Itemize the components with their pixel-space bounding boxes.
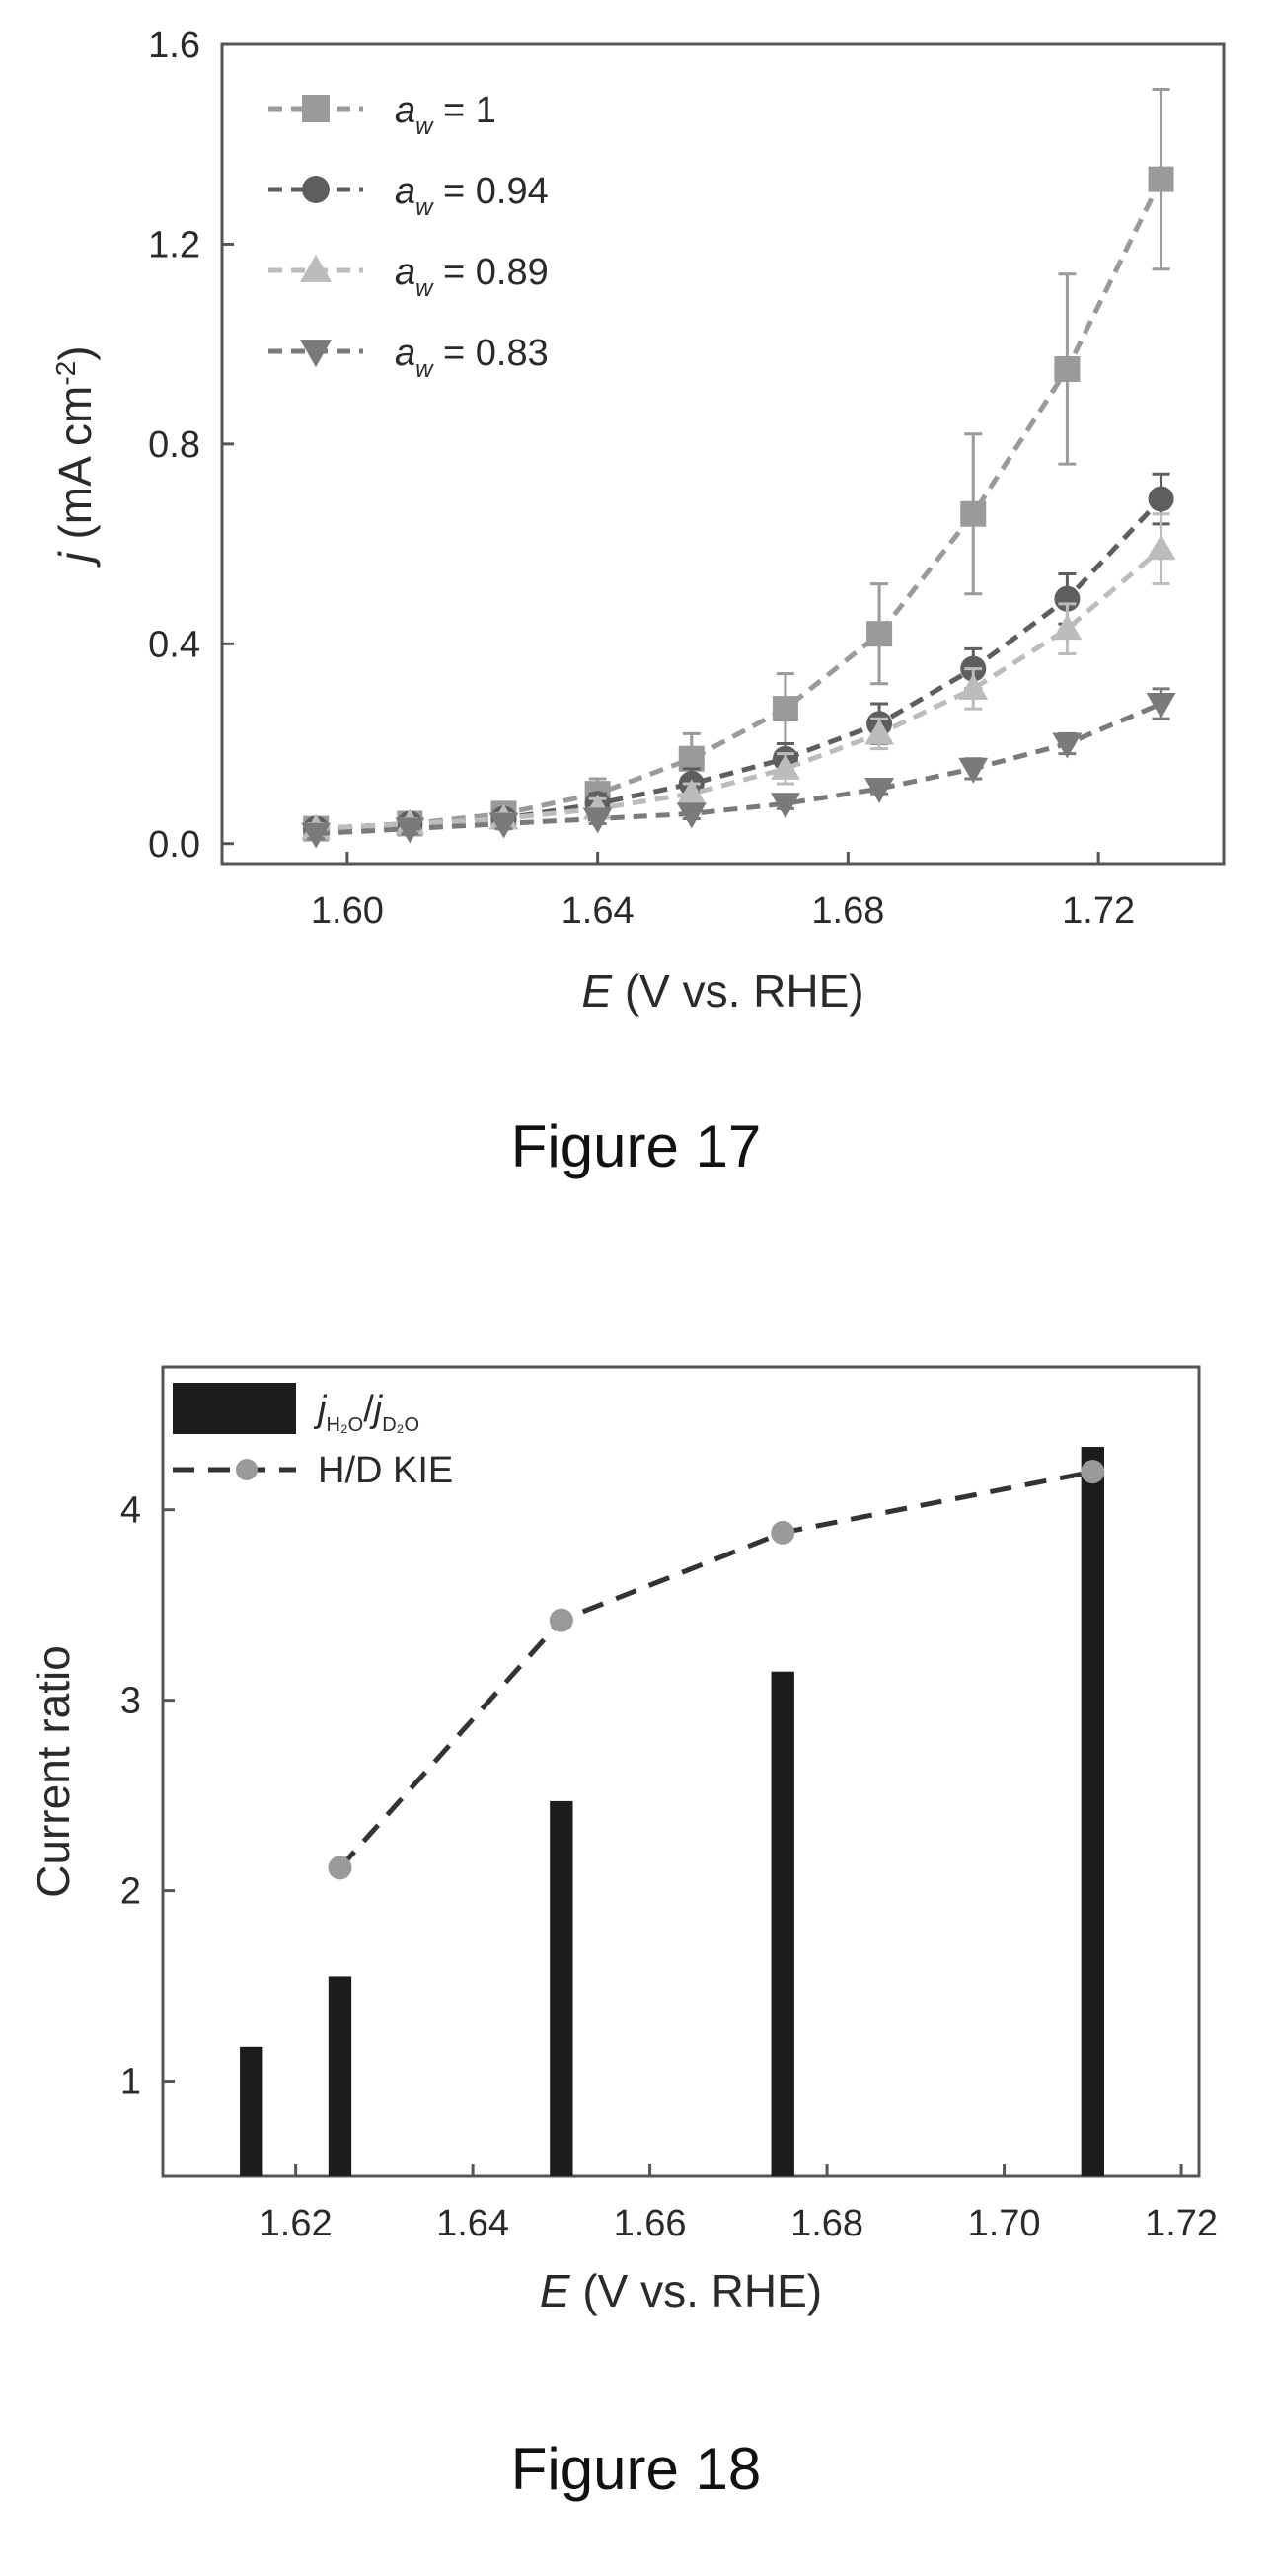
legend-item: aw = 0.83 [268,333,549,383]
series-2 [301,512,1176,840]
series-line [316,178,1163,832]
kie-point [549,1608,573,1632]
legend-item: H/D KIE [173,1450,453,1491]
figure-18-caption: Figure 18 [510,2436,762,2502]
current-ratio-chart: 1 2 3 4 1.62 1.64 1.66 1.68 1.70 1.72 E (V vs. RHE… [28,1365,1218,2316]
x-tick-label: 1.72 [1145,2203,1218,2244]
data-point [488,812,519,839]
x-axis-title: E (V vs. RHE) [581,965,863,1017]
y-tick-label: 0.8 [148,424,200,466]
data-point [958,673,989,700]
x-tick-label: 1.68 [790,2203,863,2244]
legend-item: aw = 0.94 [268,171,549,221]
data-point [1148,486,1174,512]
figure-17: 0.0 0.4 0.8 1.2 1.6 1.60 1.64 1.68 1.72 E (V vs. … [0,0,1272,1283]
legend-label: aw = 0.89 [395,252,549,302]
figure-17-caption: Figure 17 [510,1113,762,1179]
series-line [316,547,1163,832]
legend-item: jH₂O/jD₂O [173,1383,419,1436]
x-tick-label: 1.62 [260,2203,333,2244]
x-tick-label: 1.70 [968,2203,1041,2244]
data-point [1052,614,1083,641]
y-tick-label: 1.2 [148,224,200,265]
data-point [770,793,800,819]
bar-series [240,1447,1104,2176]
x-tick-label: 1.64 [436,2203,509,2244]
plot-frame [161,1365,1201,2178]
data-point [770,753,800,780]
plot-frame [220,42,1226,866]
data-point [960,500,987,527]
data-point [301,822,332,849]
x-tick-label: 1.66 [614,2203,687,2244]
x-tick-label: 1.60 [311,890,384,932]
kie-point [1081,1460,1105,1484]
data-point [1146,534,1176,561]
current-density-chart: 0.0 0.4 0.8 1.2 1.6 1.60 1.64 1.68 1.72 E (V vs. … [49,25,1226,1017]
series-line [316,701,1162,837]
bar [771,1671,794,2176]
y-tick-label: 1.6 [148,25,200,66]
data-point [864,719,895,745]
y-axis-title: Current ratio [28,1645,79,1898]
legend-label: jH₂O/jD₂O [313,1389,419,1436]
data-point [866,621,893,647]
bar [240,2046,263,2176]
data-point [582,807,613,834]
y-axis-title: j (mA cm-2) [49,345,101,568]
data-point [772,696,798,722]
legend-marker [299,254,333,282]
legend-bar-swatch [173,1383,296,1434]
y-tick-label: 0.4 [148,624,200,665]
legend-marker [302,176,330,203]
bar [328,1976,352,2176]
legend-label: aw = 1 [395,90,496,140]
y-tick-label: 0.0 [148,824,200,866]
data-point [676,779,707,805]
legend-item: aw = 1 [268,90,496,140]
data-point [1148,166,1174,192]
kie-point [771,1520,795,1545]
legend-item: aw = 0.89 [268,252,549,302]
x-tick-label: 1.68 [811,890,884,932]
data-point [864,778,895,804]
legend-marker [302,95,330,122]
y-tick-label: 4 [120,1490,141,1532]
data-point [1146,692,1176,719]
x-axis-title: E (V vs. RHE) [540,2265,822,2316]
y-tick-label: 2 [120,1871,141,1913]
y-tick-label: 3 [120,1681,141,1722]
x-tick-label: 1.64 [561,890,635,932]
bar [550,1800,573,2176]
data-point [676,802,707,829]
legend-marker [299,340,333,368]
kie-line [337,1469,1093,1870]
bar [1081,1447,1104,2176]
series-3 [301,687,1176,849]
legend-label: aw = 0.94 [395,171,549,221]
y-tick-label: 1 [120,2062,141,2103]
data-point [1054,355,1081,382]
series-line [316,496,1163,832]
figure-18: 1 2 3 4 1.62 1.64 1.66 1.68 1.70 1.72 E (V vs. RHE… [0,1283,1272,2576]
data-point [395,817,425,844]
kie-series [328,1460,1105,1880]
series-1 [303,472,1174,842]
data-point [958,757,989,784]
data-point [1052,732,1083,759]
x-tick-label: 1.72 [1062,890,1135,932]
kie-point [328,1856,352,1880]
legend-label: aw = 0.83 [395,333,549,383]
legend-marker [236,1459,258,1480]
legend-label: H/D KIE [318,1450,453,1491]
